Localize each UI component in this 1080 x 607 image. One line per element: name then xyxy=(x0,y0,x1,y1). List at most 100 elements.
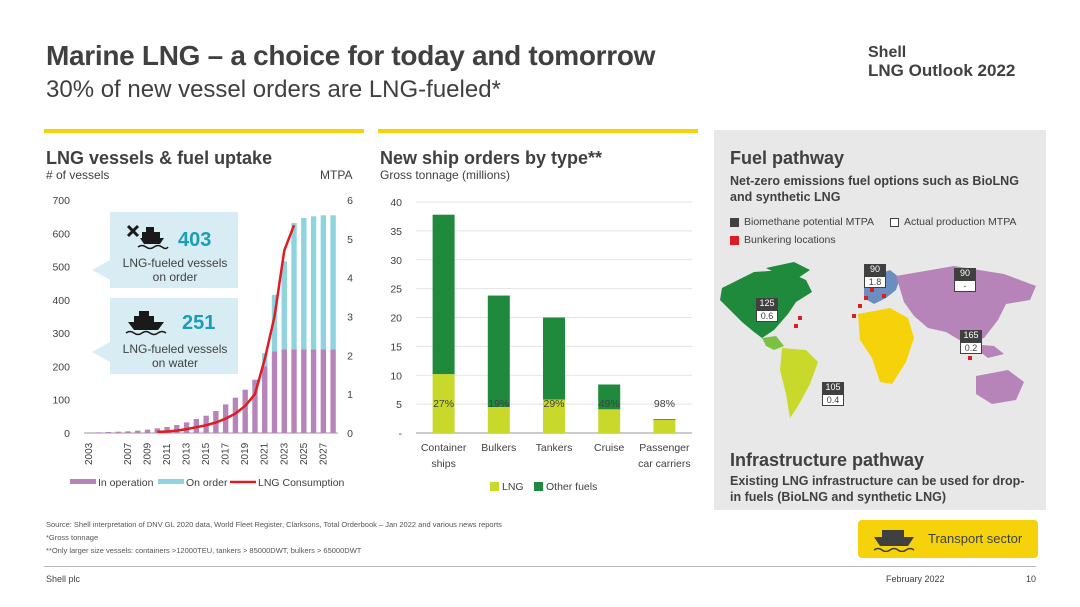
lng-consumption-line xyxy=(157,224,296,434)
y2-tick-label: 1 xyxy=(347,389,353,401)
mtpa-axis-label: MTPA xyxy=(320,168,353,182)
y-tick-label: 5 xyxy=(396,399,402,411)
bar-other-fuels xyxy=(598,384,621,410)
map-label-ru-bottom: - xyxy=(954,280,976,292)
mid-chart-bars: 27% 19% 29% 49% 98% xyxy=(432,214,676,433)
vessels-axis-label: # of vessels xyxy=(46,168,110,182)
bar-on-order xyxy=(320,215,327,350)
footer-divider xyxy=(44,566,1036,567)
world-map xyxy=(720,262,1036,418)
y2-tick-label: 2 xyxy=(347,350,353,362)
y-tick-label: 40 xyxy=(390,197,402,209)
biomethane-swatch xyxy=(730,217,739,227)
left-chart-y2-ticks: 0 1 2 3 4 5 6 xyxy=(347,195,353,440)
ship-icon xyxy=(125,311,167,336)
bar-in-operation xyxy=(291,349,297,433)
map-label-asia: 165 0.2 xyxy=(960,330,982,354)
legend-biomethane: Biomethane potential MTPA xyxy=(730,216,874,228)
x-tick-label: 2015 xyxy=(201,442,212,465)
map-asia xyxy=(896,266,1036,344)
bar-on-order xyxy=(291,222,297,350)
lng-share-label: 98% xyxy=(654,398,675,410)
x-category-label: car carriers xyxy=(638,458,691,470)
map-label-sa-top: 105 xyxy=(822,382,844,394)
y-tick-label: 300 xyxy=(52,328,70,340)
transport-sector-badge: Transport sector xyxy=(858,520,1038,558)
bar-in-operation xyxy=(95,432,102,433)
callout-on-water: 251 LNG-fueled vessels on water xyxy=(110,298,238,374)
left-chart-line xyxy=(157,224,296,434)
legend-bunkering: Bunkering locations xyxy=(730,234,836,246)
x-category-label: Tankers xyxy=(536,442,573,454)
bar-lng xyxy=(543,399,565,433)
bunkering-marker xyxy=(858,304,862,308)
bunkering-marker xyxy=(882,294,886,298)
lng-share-label: 27% xyxy=(433,398,454,410)
map-africa xyxy=(858,308,914,384)
footnote-vessel-sizes: **Only larger size vessels: containers >… xyxy=(46,546,362,555)
actual-swatch xyxy=(890,217,899,227)
y-tick-label: 20 xyxy=(390,313,402,325)
y2-tick-label: 5 xyxy=(347,234,353,246)
map-label-eu-top: 90 xyxy=(864,264,886,276)
legend-in-operation-label: In operation xyxy=(98,477,154,489)
y2-tick-label: 3 xyxy=(347,312,353,324)
bar-other-fuels xyxy=(432,214,455,375)
left-chart-x-ticks: 2003 2007 2009 2011 2013 2015 2017 2019 2021 2023… xyxy=(84,442,329,465)
x-category-label: ships xyxy=(431,458,456,470)
page-title: Marine LNG – a choice for today and tomo… xyxy=(46,40,656,71)
left-chart-y-ticks: 0 100 200 300 400 500 600 700 xyxy=(52,195,70,440)
y-tick-label: 25 xyxy=(390,284,402,296)
lng-vessels-title: LNG vessels & fuel uptake xyxy=(46,148,273,168)
y-tick-label: - xyxy=(399,428,403,440)
x-category-label: Bulkers xyxy=(481,442,516,454)
legend-bunkering-text: Bunkering locations xyxy=(744,234,836,246)
bar-in-operation xyxy=(271,351,278,433)
page-subtitle: 30% of new vessel orders are LNG-fueled* xyxy=(46,76,501,103)
legend-on-order-label: On order xyxy=(186,477,228,489)
on-order-number: 403 xyxy=(178,229,212,251)
x-tick-label: 2007 xyxy=(123,442,134,465)
bar-lng xyxy=(598,409,621,433)
yellow-divider-middle xyxy=(378,129,698,133)
bar-in-operation xyxy=(164,427,170,433)
bunkering-marker xyxy=(798,316,802,320)
y-tick-label: 0 xyxy=(64,428,70,440)
x-category-label: Container xyxy=(421,442,467,454)
bunkering-marker xyxy=(864,296,868,300)
bar-other-fuels xyxy=(487,295,510,408)
map-central-america xyxy=(762,336,784,350)
bar-in-operation xyxy=(262,366,268,433)
bar-other-fuels xyxy=(543,317,565,400)
x-category-label: Cruise xyxy=(594,442,625,454)
y2-tick-label: 6 xyxy=(347,195,353,207)
y-tick-label: 700 xyxy=(52,195,70,207)
legend-actual: Actual production MTPA xyxy=(890,216,1016,228)
map-south-america xyxy=(780,348,818,418)
lng-share-label: 49% xyxy=(599,398,620,410)
legend-other-fuels-label: Other fuels xyxy=(546,481,597,493)
bunkering-marker xyxy=(794,324,798,328)
x-tick-label: 2021 xyxy=(260,442,271,465)
bar-in-operation xyxy=(174,425,180,433)
map-label-europe: 90 1.8 xyxy=(864,264,886,288)
infrastructure-description: Existing LNG infrastructure can be used … xyxy=(730,474,1025,504)
x-tick-label: 2023 xyxy=(279,442,290,465)
map-australia xyxy=(976,370,1024,404)
left-chart-legend: In operation On order LNG Consumption xyxy=(70,477,345,489)
map-label-na-top: 125 xyxy=(756,298,778,310)
bar-in-operation xyxy=(125,431,131,433)
bar-in-operation xyxy=(320,349,327,433)
lng-share-label: 29% xyxy=(543,398,564,410)
mid-chart-legend: LNG Other fuels xyxy=(490,481,597,493)
mid-chart-y-ticks: - 5 10 15 20 25 30 35 40 xyxy=(390,197,402,440)
brand-shell: Shell xyxy=(868,44,907,61)
y-tick-label: 400 xyxy=(52,295,70,307)
legend-biomethane-text: Biomethane potential MTPA xyxy=(744,216,874,228)
bar-in-operation xyxy=(115,431,121,433)
on-water-label: LNG-fueled vessels on water xyxy=(122,342,228,370)
mid-chart-x-ticks: Container ships Bulkers Tankers Cruise Passen… xyxy=(421,442,691,470)
map-label-north-america: 125 0.6 xyxy=(756,298,778,322)
x-tick-label: 2003 xyxy=(84,442,95,465)
